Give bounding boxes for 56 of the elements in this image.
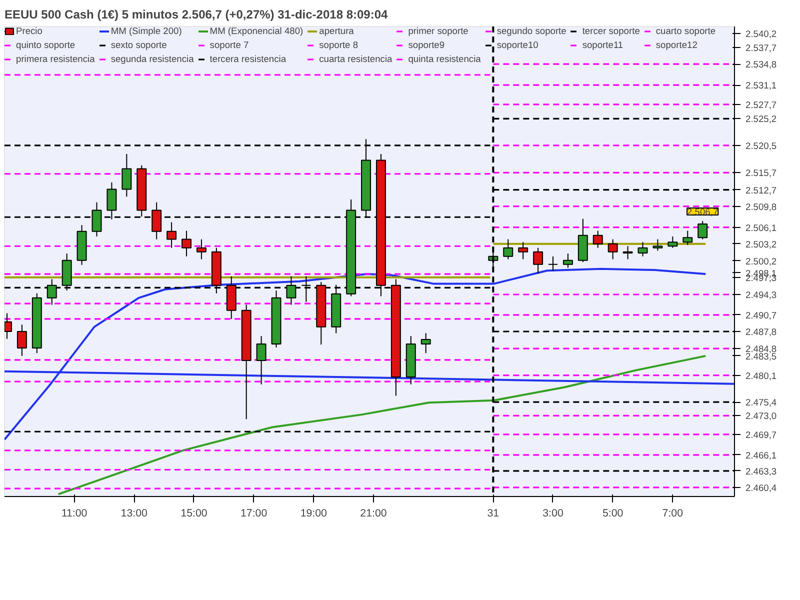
- legend-label: quinto soporte: [16, 40, 76, 50]
- y-tick-label: 2.506,1: [746, 222, 777, 233]
- legend-label: sexto soporte: [110, 40, 167, 50]
- legend-label: tercer soporte: [582, 26, 640, 36]
- y-tick-label: 2.480,1: [746, 370, 777, 381]
- y-tick-label: 2.487,8: [746, 326, 777, 337]
- legend-label: soporte 8: [319, 40, 358, 50]
- legend-label: MM (Exponencial 480): [210, 26, 304, 36]
- x-tick-label: 5:00: [602, 508, 624, 520]
- legend-label: Precio: [16, 26, 42, 36]
- x-tick-label: 11:00: [61, 508, 88, 520]
- y-tick-label: 2.537,7: [746, 43, 777, 54]
- y-tick-label: 2.460,4: [746, 482, 777, 493]
- legend-label: quinta resistencia: [408, 54, 481, 64]
- y-tick-label: 2.469,7: [746, 430, 777, 440]
- legend-label: segunda resistencia: [110, 54, 194, 64]
- y-tick-label: 2.494,3: [746, 290, 777, 300]
- legend-label: soporte9: [408, 40, 445, 50]
- x-tick-label: 15:00: [180, 508, 208, 520]
- x-tick-label: 17:00: [240, 508, 268, 520]
- y-tick-label: 2.534,8: [746, 60, 777, 70]
- y-tick-label: 2.463,3: [746, 466, 777, 476]
- y-tick-label: 2.484,8: [746, 344, 777, 354]
- y-tick-label: 2.527,7: [746, 100, 777, 110]
- x-tick-label: 13:00: [120, 508, 148, 520]
- y-tick-label: 2.500,2: [746, 256, 777, 266]
- legend-label: apertura: [319, 26, 354, 36]
- legend-label: primera resistencia: [16, 54, 95, 64]
- y-tick-label: 2.509,8: [746, 202, 777, 212]
- y-tick-label: 2.531,1: [746, 80, 777, 91]
- chart-title: EEUU 500 Cash (1€) 5 minutos 2.506,7 (+0,27%) 31-dic-2018 8:09:04: [4, 8, 388, 22]
- y-tick-label: 2.473,0: [746, 411, 777, 422]
- legend-label: cuarto soporte: [656, 26, 716, 36]
- y-tick-label: 2.540,2: [746, 28, 777, 39]
- legend-label: soporte 7: [210, 40, 249, 50]
- legend-label: soporte11: [582, 40, 624, 50]
- legend-label: cuarta resistencia: [319, 54, 392, 64]
- x-tick-label: 7:00: [662, 508, 684, 520]
- x-tick-label: 31: [487, 508, 500, 520]
- legend-label: segundo soporte: [496, 26, 566, 36]
- legend-label: MM (Simple 200): [110, 26, 182, 36]
- y-tick-label: 2.490,7: [746, 310, 777, 320]
- legend-label: primer soporte: [408, 26, 468, 36]
- y-tick-label: 2.515,7: [746, 168, 777, 178]
- x-tick-label: 21:00: [360, 508, 387, 520]
- y-tick-label: 2.525,2: [746, 114, 777, 124]
- legend-label: soporte12: [656, 40, 698, 50]
- y-tick-label: 2.475,4: [746, 398, 777, 408]
- y-tick-label: 2.520,5: [746, 140, 777, 151]
- legend-label: soporte10: [496, 40, 538, 50]
- y-tick-label: 2.466,1: [746, 450, 777, 460]
- x-tick-label: 3:00: [542, 508, 564, 520]
- y-tick-label: 2.503,2: [746, 239, 777, 250]
- legend-label: tercera resistencia: [210, 54, 286, 64]
- x-tick-label: 19:00: [300, 508, 328, 520]
- y-tick-label: 2.512,7: [746, 185, 777, 196]
